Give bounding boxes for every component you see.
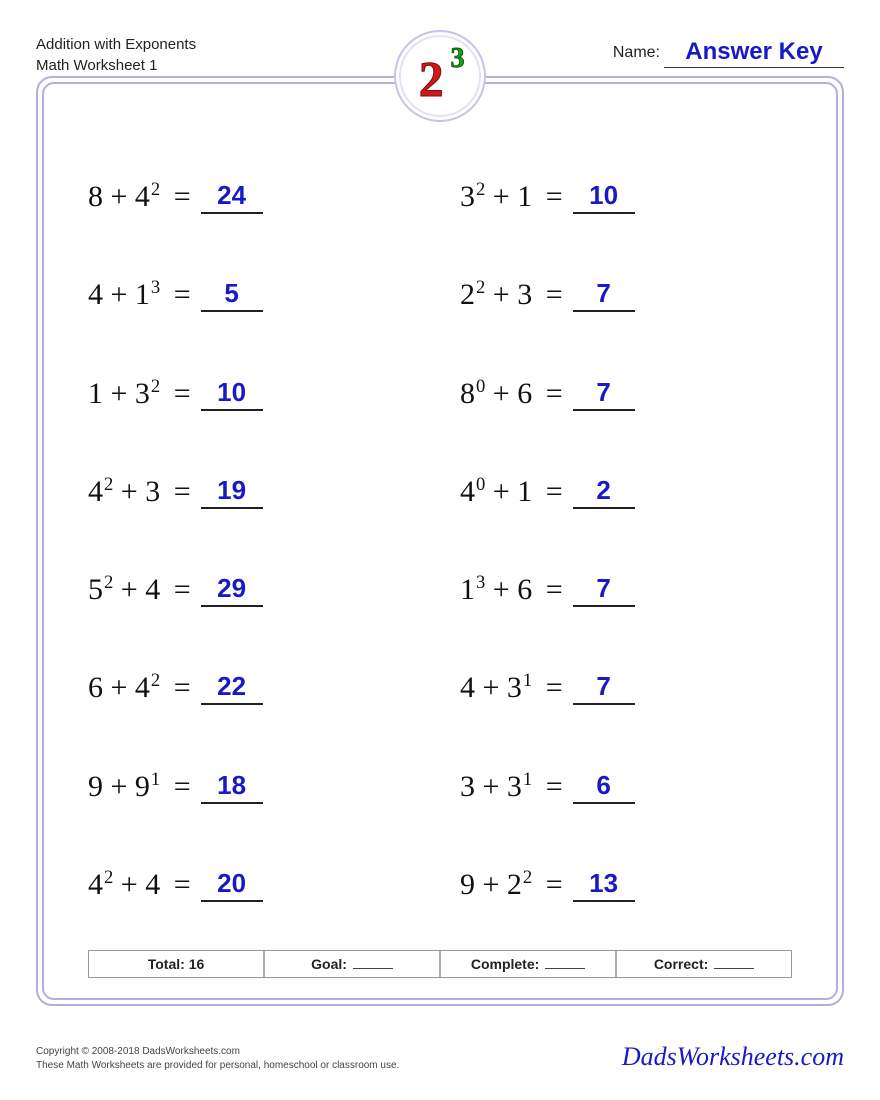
answer-value: 2 [573, 475, 635, 509]
footer-brand: DadsWorksheets.com [622, 1042, 844, 1072]
expression: 80 + 6 = [460, 377, 569, 411]
stats-complete: Complete: [440, 951, 616, 977]
stats-complete-blank [545, 956, 585, 969]
answer-value: 6 [573, 770, 635, 804]
stats-complete-label: Complete: [471, 956, 539, 972]
problem: 40 + 1 =2 [460, 443, 792, 541]
worksheet-title-block: Addition with Exponents Math Worksheet 1 [36, 30, 385, 76]
content-frame: 8 + 42 =2432 + 1 =104 + 13 =522 + 3 =71 … [36, 76, 844, 1006]
logo-wrap: 2 3 [385, 30, 495, 122]
problem: 3 + 31 =6 [460, 738, 792, 836]
expression: 40 + 1 = [460, 475, 569, 509]
name-field-wrap: Name: Answer Key [495, 30, 844, 68]
name-value: Answer Key [664, 38, 844, 68]
stats-goal: Goal: [264, 951, 440, 977]
problem: 22 + 3 =7 [460, 246, 792, 344]
footer-copyright: Copyright © 2008-2018 DadsWorksheets.com [36, 1045, 399, 1059]
problem: 42 + 3 =19 [88, 443, 420, 541]
problem: 13 + 6 =7 [460, 541, 792, 639]
problem: 8 + 42 =24 [88, 148, 420, 246]
expression: 52 + 4 = [88, 573, 197, 607]
answer-value: 7 [573, 671, 635, 705]
answer-value: 22 [201, 671, 263, 705]
answer-value: 5 [201, 278, 263, 312]
problem: 4 + 13 =5 [88, 246, 420, 344]
exponent-logo-icon: 2 3 [394, 30, 486, 122]
worksheet-page: Addition with Exponents Math Worksheet 1… [0, 0, 880, 1100]
logo-exp: 3 [451, 43, 465, 74]
expression: 6 + 42 = [88, 671, 197, 705]
expression: 22 + 3 = [460, 278, 569, 312]
expression: 3 + 31 = [460, 770, 569, 804]
name-label: Name: [613, 44, 660, 62]
stats-correct-blank [714, 956, 754, 969]
title-line-1: Addition with Exponents [36, 34, 385, 55]
expression: 4 + 31 = [460, 671, 569, 705]
footer-legal: Copyright © 2008-2018 DadsWorksheets.com… [36, 1045, 399, 1072]
problem: 4 + 31 =7 [460, 639, 792, 737]
answer-value: 7 [573, 377, 635, 411]
expression: 1 + 32 = [88, 377, 197, 411]
answer-value: 7 [573, 573, 635, 607]
title-line-2: Math Worksheet 1 [36, 55, 385, 76]
problem: 32 + 1 =10 [460, 148, 792, 246]
expression: 42 + 3 = [88, 475, 197, 509]
expression: 9 + 22 = [460, 868, 569, 902]
stats-total-value: 16 [189, 956, 205, 972]
stats-row: Total: 16 Goal: Complete: Correct: [88, 950, 792, 978]
problems-grid: 8 + 42 =2432 + 1 =104 + 13 =522 + 3 =71 … [88, 148, 792, 934]
expression: 42 + 4 = [88, 868, 197, 902]
problem: 42 + 4 =20 [88, 836, 420, 934]
answer-value: 19 [201, 475, 263, 509]
expression: 4 + 13 = [88, 278, 197, 312]
answer-value: 20 [201, 868, 263, 902]
stats-total: Total: 16 [88, 951, 264, 977]
answer-value: 10 [201, 377, 263, 411]
problem: 9 + 91 =18 [88, 738, 420, 836]
expression: 13 + 6 = [460, 573, 569, 607]
answer-value: 18 [201, 770, 263, 804]
problem: 9 + 22 =13 [460, 836, 792, 934]
answer-value: 10 [573, 180, 635, 214]
expression: 9 + 91 = [88, 770, 197, 804]
stats-goal-blank [353, 956, 393, 969]
stats-correct: Correct: [616, 951, 792, 977]
expression: 8 + 42 = [88, 180, 197, 214]
stats-goal-label: Goal: [311, 956, 347, 972]
answer-value: 29 [201, 573, 263, 607]
answer-value: 13 [573, 868, 635, 902]
problem: 80 + 6 =7 [460, 345, 792, 443]
content-frame-inner: 8 + 42 =2432 + 1 =104 + 13 =522 + 3 =71 … [42, 82, 838, 1000]
stats-correct-label: Correct: [654, 956, 708, 972]
answer-value: 24 [201, 180, 263, 214]
problem: 52 + 4 =29 [88, 541, 420, 639]
answer-value: 7 [573, 278, 635, 312]
logo-base: 2 [419, 51, 444, 106]
stats-total-label: Total: [148, 956, 185, 972]
problem: 1 + 32 =10 [88, 345, 420, 443]
problem: 6 + 42 =22 [88, 639, 420, 737]
footer-disclaimer: These Math Worksheets are provided for p… [36, 1059, 399, 1073]
page-footer: Copyright © 2008-2018 DadsWorksheets.com… [36, 1042, 844, 1072]
expression: 32 + 1 = [460, 180, 569, 214]
